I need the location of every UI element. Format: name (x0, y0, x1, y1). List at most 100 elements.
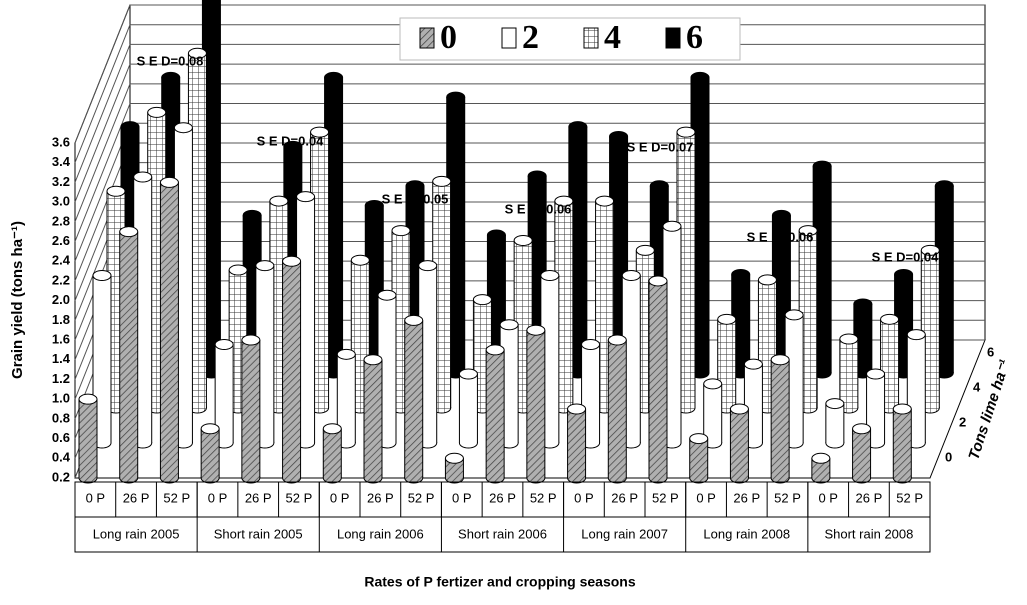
bar-group (485, 344, 505, 484)
bar (486, 349, 505, 478)
group-label: Long rain 2005 (93, 526, 180, 541)
y-axis-label: Grain yield (tons ha⁻¹) (9, 221, 26, 379)
bar-top (595, 195, 615, 207)
bar-top (472, 294, 492, 306)
bar-top (200, 423, 220, 435)
bar-group (852, 423, 872, 484)
bar-top (526, 324, 546, 336)
x-tick-label: 26 P (733, 490, 760, 505)
bar-edge (770, 359, 790, 478)
bar-group (607, 334, 627, 484)
side-grid-line (74, 83, 131, 223)
annotation: S E D=0.04 (257, 133, 325, 148)
bar-top (635, 244, 655, 256)
bar (201, 428, 220, 478)
y-tick-label: 2.6 (52, 233, 70, 248)
bar-top (731, 268, 751, 280)
bar-group (811, 452, 831, 484)
bar-top (812, 160, 832, 172)
bar (445, 458, 464, 478)
annotation: S E D=0.04 (872, 249, 940, 264)
bar-top (364, 200, 384, 211)
bar-top (568, 121, 588, 133)
bar-edge (485, 349, 505, 478)
bar-edge (689, 438, 709, 478)
bar-group (322, 423, 342, 484)
legend-label: 4 (604, 19, 621, 56)
bar-top (892, 403, 912, 415)
group-label: Long rain 2008 (703, 526, 790, 541)
bar-top (839, 333, 859, 345)
bar-top (676, 126, 696, 138)
bar-top (609, 131, 629, 143)
bar-edge (241, 340, 261, 478)
legend-label: 6 (686, 19, 703, 56)
bar-top (269, 195, 289, 207)
bar (771, 359, 790, 478)
y-tick-label: 3.2 (52, 174, 70, 189)
bar (866, 374, 885, 443)
bar-top (133, 171, 153, 183)
bar-top (458, 368, 478, 380)
bar-top (241, 334, 261, 346)
y-tick-label: 0.4 (52, 450, 71, 465)
y-tick-label: 1.4 (52, 351, 71, 366)
bar (567, 409, 586, 478)
bar-top (391, 225, 411, 237)
group-label: Long rain 2007 (581, 526, 668, 541)
bar-top (120, 121, 140, 133)
bar (79, 399, 97, 478)
y-tick-label: 0.8 (52, 410, 70, 425)
y-tick-label: 1.0 (52, 391, 70, 406)
bar-group (336, 348, 356, 449)
annotation: S E D=0.06 (747, 229, 814, 244)
side-grid-line (74, 44, 131, 183)
bar (811, 458, 830, 478)
bar-edge (322, 428, 342, 478)
z-tick-label: 0 (945, 449, 952, 464)
bar-group (648, 275, 668, 484)
bar (282, 261, 301, 478)
y-tick-label: 2.2 (52, 272, 70, 287)
bar-top (527, 170, 547, 182)
bar-edge (811, 458, 831, 478)
bar-top (324, 71, 344, 83)
y-tick-label: 3.4 (52, 154, 71, 169)
bar-top (214, 338, 234, 350)
bar-top (228, 264, 248, 276)
bar-top (161, 71, 181, 83)
x-tick-label: 0 P (696, 490, 716, 505)
bar-top (432, 175, 452, 187)
annotation: S E D=0.07 (627, 139, 694, 154)
y-tick-label: 3.6 (52, 134, 70, 149)
bar-edge (458, 374, 478, 443)
x-tick-label: 0 P (86, 490, 106, 505)
bar-top (377, 289, 397, 301)
bar-top (486, 229, 506, 241)
x-tick-label: 52 P (163, 490, 190, 505)
bar-group (689, 433, 709, 484)
bar-top (187, 47, 207, 59)
bar-top (798, 225, 818, 237)
bar-group (241, 334, 261, 484)
y-tick-label: 0.6 (52, 430, 70, 445)
bar-top (648, 275, 668, 287)
bar-top (405, 180, 425, 192)
bar-top (92, 270, 112, 281)
bar-edge (526, 330, 546, 478)
x-tick-label: 0 P (574, 490, 594, 505)
x-tick-label: 0 P (818, 490, 838, 505)
bar-top (717, 313, 737, 325)
bar-top (78, 393, 98, 405)
bar-edge (200, 428, 220, 478)
bar-top (106, 185, 126, 197)
y-tick-label: 1.6 (52, 331, 70, 346)
legend-label: 2 (522, 19, 539, 56)
bar-top (607, 334, 627, 346)
bar-top (621, 270, 641, 281)
bar (241, 340, 260, 478)
bar (649, 280, 667, 478)
x-tick-label: 26 P (367, 490, 394, 505)
z-axis-label: Tons lime ha⁻¹ (965, 358, 1013, 462)
